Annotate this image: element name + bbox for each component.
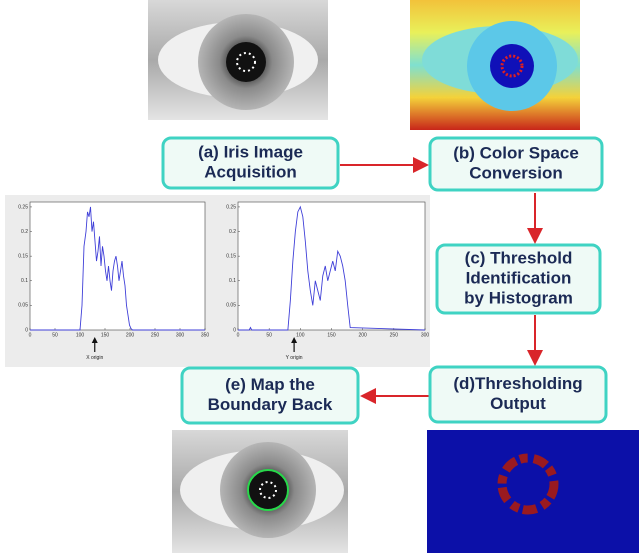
- x-tick-label: 50: [52, 332, 58, 338]
- x-tick-label: 100: [296, 332, 305, 338]
- y-tick-label: 0.1: [21, 278, 28, 284]
- threshold-image: [427, 430, 639, 553]
- y-tick-label: 0: [233, 327, 236, 333]
- x-tick-label: 350: [201, 332, 210, 338]
- origin-label: Y origin: [286, 355, 303, 361]
- y-tick-label: 0.05: [18, 303, 28, 309]
- x-tick-label: 250: [390, 332, 399, 338]
- x-tick-label: 300: [176, 332, 185, 338]
- node-label: Conversion: [469, 163, 563, 182]
- x-tick-label: 200: [126, 332, 135, 338]
- node-label: (c) Threshold: [465, 248, 573, 267]
- node-label: by Histogram: [464, 288, 573, 307]
- x-tick-label: 50: [266, 332, 272, 338]
- node-label: (d)Thresholding: [453, 374, 582, 393]
- color-space-image: [410, 0, 580, 130]
- y-tick-label: 0.2: [229, 229, 236, 235]
- node-label: Acquisition: [204, 162, 297, 181]
- node-label: Output: [490, 394, 546, 413]
- x-tick-label: 300: [421, 332, 430, 338]
- y-tick-label: 0.25: [18, 204, 28, 210]
- y-tick-label: 0: [25, 327, 28, 333]
- x-tick-label: 150: [101, 332, 110, 338]
- x-tick-label: 100: [76, 332, 85, 338]
- x-tick-label: 250: [151, 332, 160, 338]
- node-label: (e) Map the: [225, 375, 315, 394]
- x-tick-label: 0: [237, 332, 240, 338]
- y-tick-label: 0.15: [226, 253, 236, 259]
- iris-image: [148, 0, 328, 120]
- origin-label: X origin: [86, 355, 103, 361]
- x-tick-label: 150: [327, 332, 336, 338]
- y-tick-label: 0.05: [226, 303, 236, 309]
- y-tick-label: 0.1: [229, 278, 236, 284]
- mapped-boundary-image: [172, 430, 348, 553]
- y-tick-label: 0.25: [226, 204, 236, 210]
- diagram: 05010015020025030035000.050.10.150.20.25…: [0, 0, 639, 553]
- node-label: Identification: [466, 268, 572, 287]
- x-tick-label: 0: [29, 332, 32, 338]
- x-tick-label: 200: [358, 332, 367, 338]
- y-tick-label: 0.2: [21, 229, 28, 235]
- node-label: (b) Color Space: [453, 143, 579, 162]
- node-label: (a) Iris Image: [198, 142, 303, 161]
- y-tick-label: 0.15: [18, 253, 28, 259]
- node-label: Boundary Back: [208, 395, 333, 414]
